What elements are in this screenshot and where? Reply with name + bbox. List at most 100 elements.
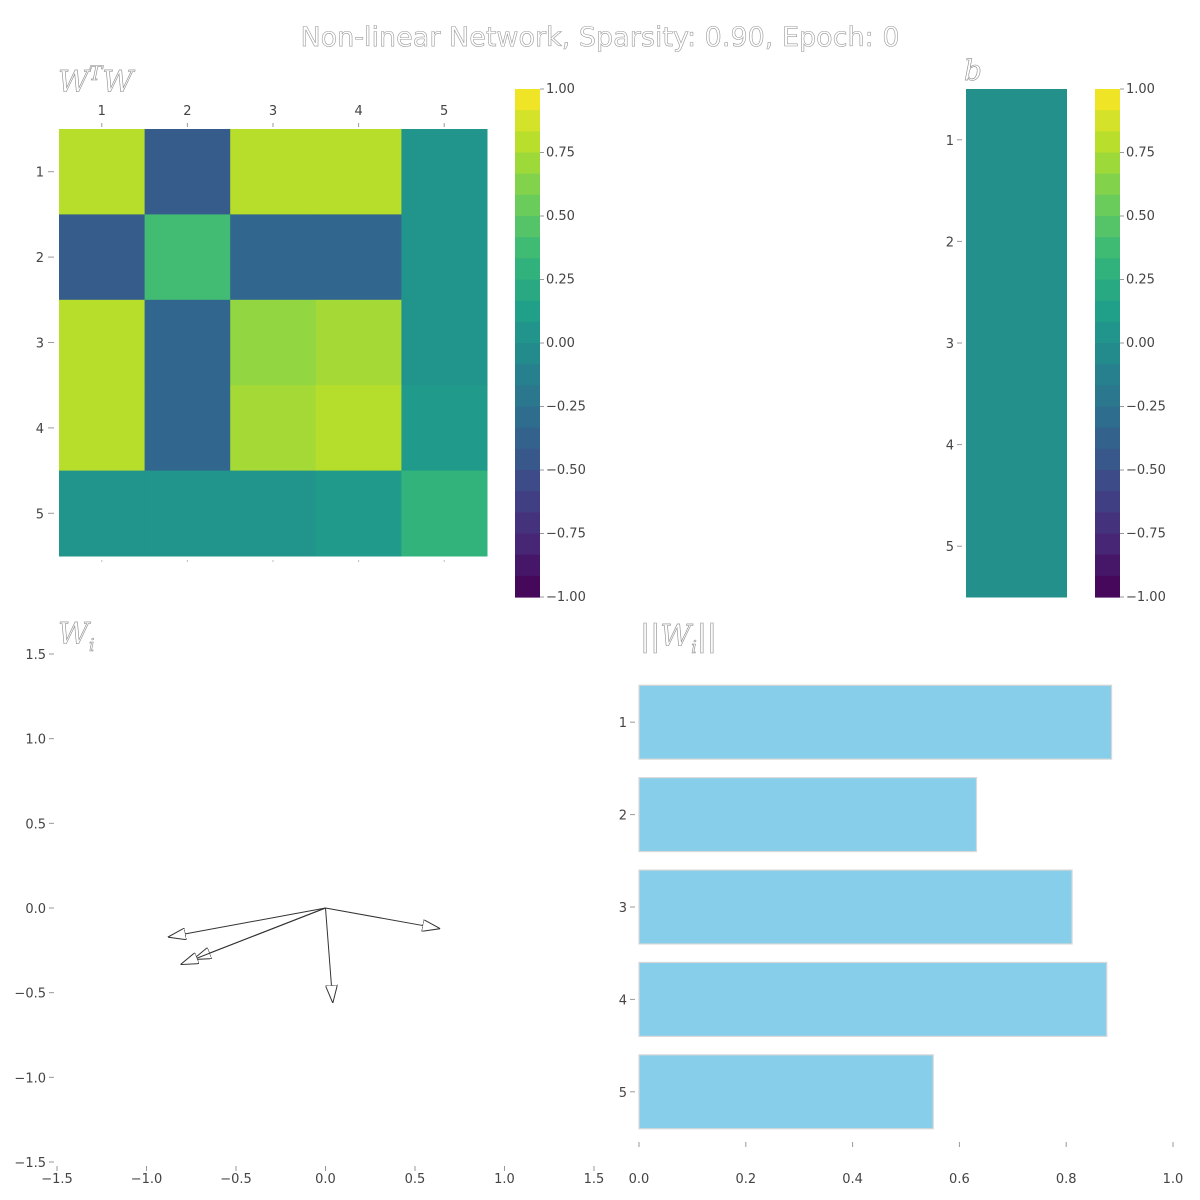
wtw-colorbar-segment bbox=[515, 258, 540, 281]
wtw-cell bbox=[401, 470, 488, 557]
wtw-cell bbox=[144, 299, 231, 386]
bias-colorbar-segment bbox=[1095, 406, 1120, 429]
bias-row-label: 5 bbox=[946, 540, 954, 555]
wtw-cell bbox=[230, 385, 317, 472]
bias-colorbar-segment bbox=[1095, 364, 1120, 386]
wtw-cell bbox=[144, 129, 231, 215]
weight-norms-panel: ||Wi|| 1 2 3 4 5 0.0 0.2 0.4 0.6 0.8 1.0 bbox=[619, 619, 1184, 1187]
wtw-row-label: 4 bbox=[36, 422, 44, 437]
wtw-cell bbox=[59, 214, 146, 301]
norm-bar bbox=[638, 961, 1108, 1037]
norms-category-label: 4 bbox=[619, 993, 627, 1008]
bias-colorbar-segment bbox=[1095, 575, 1120, 598]
vectors-x-tick-label: 1.5 bbox=[584, 1172, 605, 1187]
bias-colorbar-tick-label: −1.00 bbox=[1126, 590, 1166, 605]
bias-panel-title: b bbox=[964, 54, 982, 87]
bias-colorbar-segment bbox=[1095, 491, 1120, 513]
norms-category-label: 5 bbox=[619, 1086, 627, 1101]
wtw-col-label: 1 bbox=[98, 104, 106, 119]
wtw-colorbar-segment bbox=[515, 110, 540, 132]
wtw-colorbar-segment bbox=[515, 575, 540, 598]
wtw-cell bbox=[401, 129, 488, 215]
wtw-cell bbox=[401, 299, 488, 386]
wtw-colorbar: 1.00 0.75 0.50 0.25 0.00 −0.25 −0.50 −0.75 −1.00 bbox=[515, 82, 586, 605]
bias-colorbar-segment bbox=[1095, 343, 1120, 365]
vectors-panel-title: Wi bbox=[58, 617, 95, 656]
wtw-colorbar-segment bbox=[515, 89, 540, 111]
wtw-colorbar-tick-label: −0.25 bbox=[546, 400, 586, 415]
wtw-cell bbox=[230, 470, 317, 557]
bias-colorbar-segment bbox=[1095, 258, 1120, 281]
norms-bars bbox=[638, 684, 1113, 1130]
wtw-cell bbox=[144, 470, 231, 557]
wtw-colorbar-tick-label: −1.00 bbox=[546, 590, 586, 605]
weight-vector-arrow bbox=[182, 907, 326, 964]
wtw-colorbar-segment bbox=[515, 194, 540, 217]
vectors-y-tick-label: −1.0 bbox=[14, 1071, 46, 1086]
wtw-colorbar-segment bbox=[515, 491, 540, 513]
bias-colorbar-segment bbox=[1095, 470, 1120, 492]
wtw-row-label: 3 bbox=[36, 337, 44, 352]
weight-vector-arrow bbox=[170, 907, 326, 937]
vectors-x-tick-label: −1.0 bbox=[131, 1172, 163, 1187]
wtw-cell bbox=[230, 129, 317, 215]
norm-bar bbox=[638, 1054, 934, 1130]
bias-row-label: 2 bbox=[946, 235, 954, 250]
bias-colorbar-segment bbox=[1095, 194, 1120, 217]
bias-colorbar-tick-label: 0.75 bbox=[1126, 146, 1155, 161]
bias-cell bbox=[966, 292, 1067, 395]
wtw-tick-labels: 1 2 3 4 5 1 2 3 4 5 bbox=[36, 104, 448, 562]
bias-colorbar-segment bbox=[1095, 533, 1120, 556]
wtw-colorbar-segment bbox=[515, 512, 540, 535]
bias-colorbar-segment bbox=[1095, 89, 1120, 111]
wtw-colorbar-segment bbox=[515, 321, 540, 344]
wtw-cell bbox=[59, 299, 146, 386]
vectors-x-tick-label: 0.0 bbox=[315, 1172, 336, 1187]
wtw-colorbar-tick-label: 0.75 bbox=[546, 146, 575, 161]
vectors-x-tick-label: 0.5 bbox=[405, 1172, 426, 1187]
wtw-colorbar-segment bbox=[515, 279, 540, 302]
wtw-colorbar-segment bbox=[515, 364, 540, 386]
wtw-cell bbox=[230, 299, 317, 386]
wtw-colorbar-segment bbox=[515, 470, 540, 492]
wtw-colorbar-segment bbox=[515, 406, 540, 429]
weight-vector-arrow bbox=[325, 907, 439, 928]
bias-colorbar-tick-label: −0.25 bbox=[1126, 400, 1166, 415]
norms-x-tick-label: 1.0 bbox=[1163, 1172, 1184, 1187]
wtw-colorbar-segment bbox=[515, 385, 540, 408]
bias-colorbar-tick-label: −0.50 bbox=[1126, 463, 1166, 478]
wtw-colorbar-segment bbox=[515, 533, 540, 556]
norms-category-label: 1 bbox=[619, 716, 627, 731]
wtw-col-label: 4 bbox=[354, 104, 362, 119]
wtw-cell bbox=[59, 385, 146, 472]
vectors-y-tick-label: 1.0 bbox=[25, 733, 46, 748]
weight-vector-arrow bbox=[325, 907, 333, 1001]
wtw-cell bbox=[315, 129, 402, 215]
vectors-y-tick-label: 0.0 bbox=[25, 902, 46, 917]
bias-heatmap-panel: b 1 2 3 4 5 1.00 0.75 0.50 0.25 0.00 −0.25 −0.50 −0… bbox=[946, 54, 1166, 605]
wtw-row-label: 1 bbox=[36, 166, 44, 181]
vectors-y-tick-label: −1.5 bbox=[14, 1156, 46, 1171]
bias-tick-labels: 1 2 3 4 5 bbox=[946, 134, 962, 555]
wtw-colorbar-tick-label: 1.00 bbox=[546, 82, 575, 97]
wtw-row-label: 5 bbox=[36, 507, 44, 522]
bias-colorbar-segment bbox=[1095, 152, 1120, 175]
bias-colorbar-segment bbox=[1095, 110, 1120, 132]
wtw-colorbar-segment bbox=[515, 152, 540, 175]
wtw-colorbar-segment bbox=[515, 300, 540, 323]
bias-row-label: 3 bbox=[946, 337, 954, 352]
figure-title: Non-linear Network, Sparsity: 0.90, Epoc… bbox=[300, 22, 899, 53]
wtw-colorbar-segment bbox=[515, 554, 540, 577]
wtw-cell bbox=[144, 214, 231, 301]
bias-colorbar-tick-label: 0.50 bbox=[1126, 209, 1155, 224]
norms-tick-labels: 1 2 3 4 5 0.0 0.2 0.4 0.6 0.8 1.0 bbox=[619, 716, 1184, 1187]
wtw-colorbar-segment bbox=[515, 427, 540, 450]
bias-cell bbox=[966, 393, 1067, 496]
wtw-panel-title: WTW bbox=[58, 61, 135, 100]
bias-cell bbox=[966, 89, 1067, 192]
vectors-x-tick-label: −1.5 bbox=[41, 1172, 73, 1187]
wtw-cell bbox=[144, 385, 231, 472]
vectors-x-tick-label: 1.0 bbox=[494, 1172, 515, 1187]
bias-colorbar-segment bbox=[1095, 173, 1120, 196]
wtw-cell bbox=[59, 470, 146, 557]
